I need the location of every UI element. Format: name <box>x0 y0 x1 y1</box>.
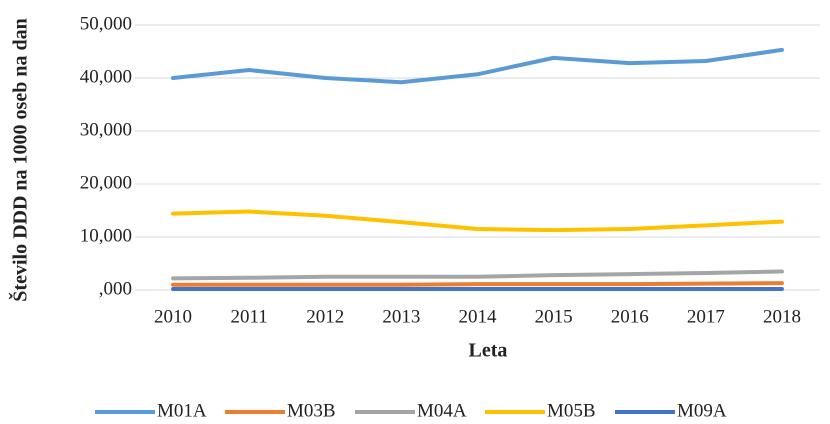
series-line <box>171 281 784 287</box>
series-line <box>171 269 784 281</box>
x-tick-label: 2018 <box>763 306 801 327</box>
legend-label: M05B <box>547 400 596 421</box>
x-tick-label: 2014 <box>459 306 498 327</box>
y-tick-label: 10,000 <box>80 225 132 246</box>
y-tick-label: 30,000 <box>80 119 132 140</box>
y-tick-label: 50,000 <box>80 13 132 34</box>
y-tick-label: 40,000 <box>80 66 132 87</box>
legend-label: M03B <box>287 400 336 421</box>
x-axis-title: Leta <box>469 340 508 362</box>
legend-label: M04A <box>417 400 467 421</box>
y-axis-title: Število DDD na 1000 oseb na dan <box>8 18 32 301</box>
x-tick-label: 2011 <box>231 306 268 327</box>
x-tick-label: 2012 <box>306 306 344 327</box>
x-tick-label: 2015 <box>535 306 573 327</box>
legend-label: M09A <box>677 400 727 421</box>
x-tick-label: 2017 <box>687 306 725 327</box>
x-tick-label: 2016 <box>611 306 649 327</box>
y-tick-label: 20,000 <box>80 172 132 193</box>
x-tick-label: 2010 <box>154 306 192 327</box>
y-tick-label: ,000 <box>99 278 132 299</box>
series-line <box>171 209 784 233</box>
legend-label: M01A <box>157 400 207 421</box>
x-tick-label: 2013 <box>382 306 420 327</box>
series-line <box>171 47 784 85</box>
